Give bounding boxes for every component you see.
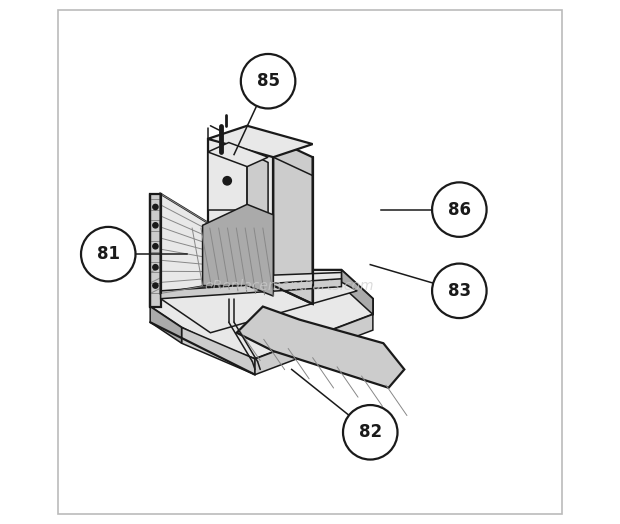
Polygon shape	[161, 278, 357, 333]
Circle shape	[432, 182, 487, 237]
Polygon shape	[150, 270, 373, 359]
Polygon shape	[208, 139, 273, 286]
Text: 85: 85	[257, 72, 280, 90]
Text: 81: 81	[97, 245, 120, 263]
Text: 86: 86	[448, 201, 471, 219]
Circle shape	[432, 264, 487, 318]
Polygon shape	[208, 126, 312, 157]
Polygon shape	[247, 152, 268, 220]
Circle shape	[81, 227, 136, 281]
Text: 82: 82	[359, 423, 382, 441]
Polygon shape	[150, 307, 182, 343]
Polygon shape	[182, 328, 255, 375]
Polygon shape	[161, 279, 342, 299]
Circle shape	[153, 223, 158, 228]
Polygon shape	[150, 194, 161, 307]
Polygon shape	[255, 314, 373, 375]
Polygon shape	[203, 204, 273, 296]
Polygon shape	[273, 139, 312, 304]
Polygon shape	[161, 194, 208, 293]
Circle shape	[343, 405, 397, 460]
Circle shape	[223, 177, 231, 185]
Circle shape	[153, 265, 158, 270]
Circle shape	[153, 244, 158, 249]
Polygon shape	[273, 272, 342, 286]
Circle shape	[153, 204, 158, 210]
Text: eReplacementParts.com: eReplacementParts.com	[205, 279, 374, 292]
Polygon shape	[208, 143, 268, 167]
Polygon shape	[237, 307, 404, 388]
Polygon shape	[342, 270, 373, 314]
Text: 83: 83	[448, 282, 471, 300]
Circle shape	[241, 54, 295, 108]
Circle shape	[153, 283, 158, 288]
Polygon shape	[208, 152, 247, 210]
